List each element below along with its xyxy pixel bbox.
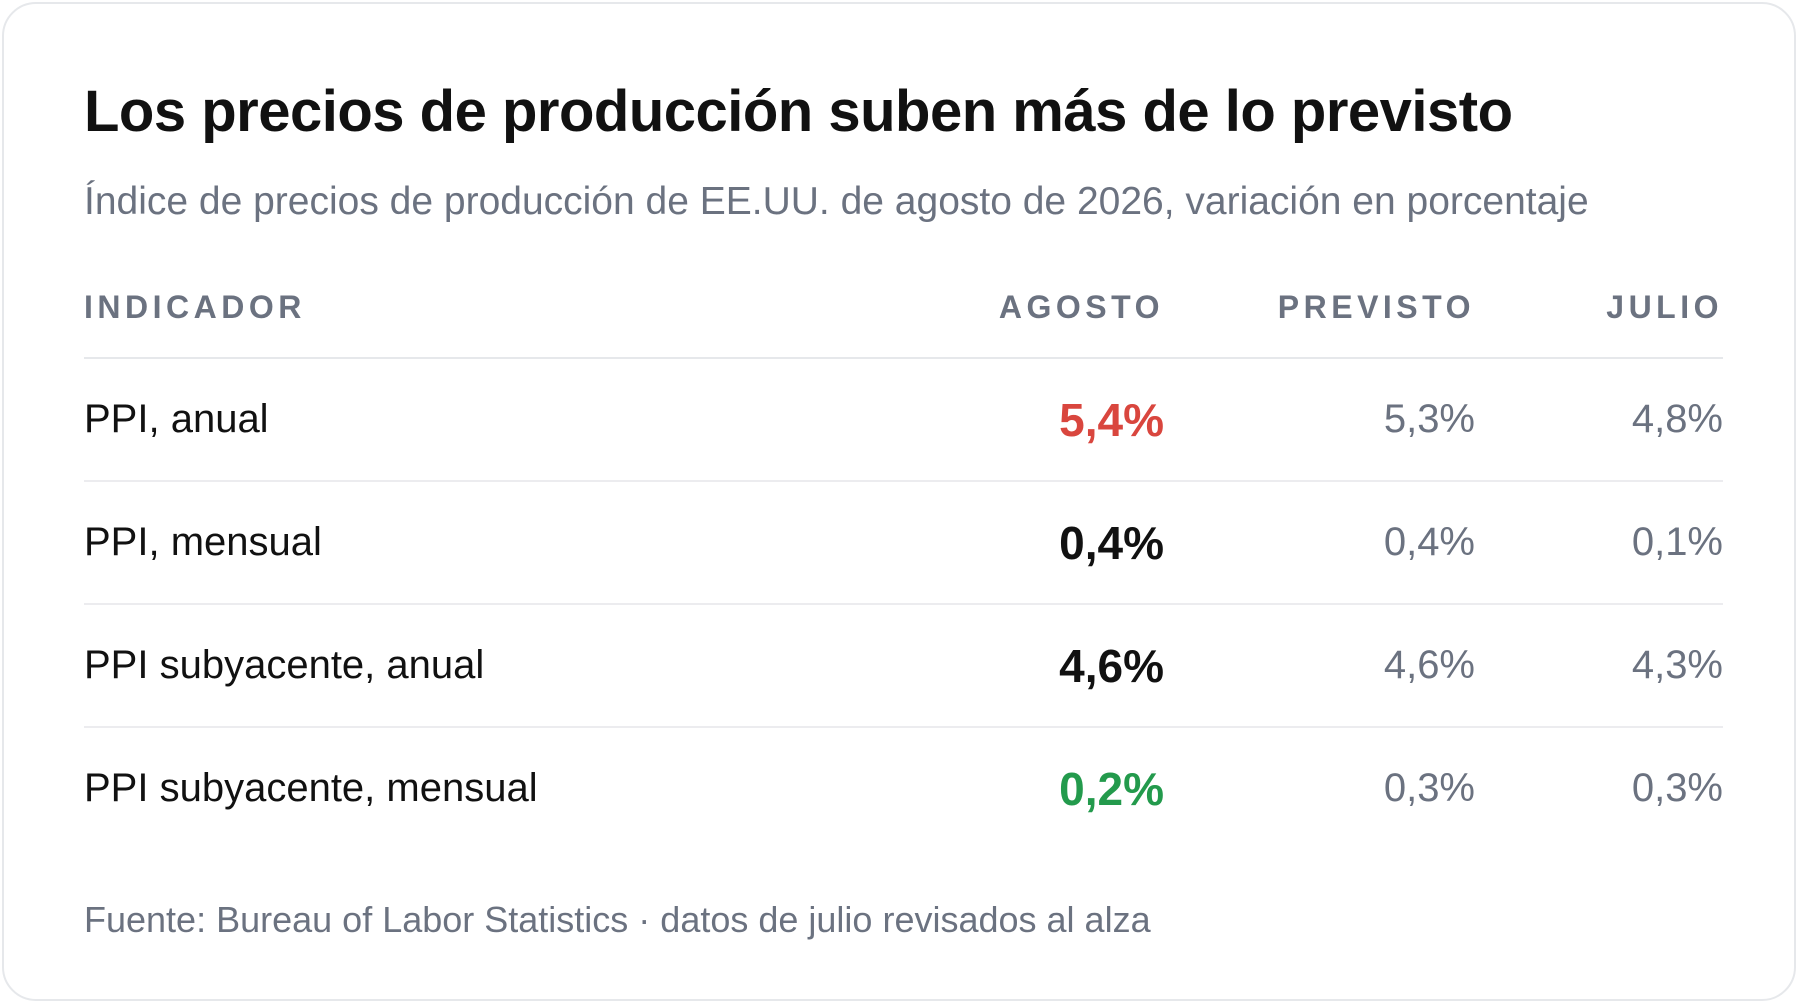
july-value: 0,1% [1475, 481, 1723, 605]
header-july: JULIO [1475, 257, 1723, 359]
ppi-table: INDICADOR AGOSTO PREVISTO JULIO PPI, anu… [84, 257, 1723, 849]
forecast-value: 5,3% [1164, 358, 1475, 482]
header-forecast: PREVISTO [1164, 257, 1475, 359]
table-row: PPI subyacente, anual 4,6% 4,6% 4,3% [84, 604, 1723, 728]
header-indicator: INDICADOR [84, 257, 844, 359]
chart-subtitle: Índice de precios de producción de EE.UU… [84, 180, 1589, 223]
july-value: 4,3% [1475, 604, 1723, 728]
header-august: AGOSTO [844, 257, 1164, 359]
indicator-cell: PPI subyacente, anual [84, 604, 844, 728]
july-value: 4,8% [1475, 358, 1723, 482]
indicator-cell: PPI, mensual [84, 481, 844, 605]
forecast-value: 0,4% [1164, 481, 1475, 605]
august-value: 4,6% [844, 604, 1164, 728]
indicator-cell: PPI subyacente, mensual [84, 766, 538, 810]
forecast-value: 4,6% [1164, 604, 1475, 728]
forecast-value: 0,3% [1383, 766, 1475, 810]
chart-title: Los precios de producción suben más de l… [84, 79, 1513, 144]
table-row: PPI, mensual 0,4% 0,4% 0,1% [84, 481, 1723, 605]
table-row: PPI, anual 5,4% 5,3% 4,8% [84, 358, 1723, 482]
july-value: 0,3% [1631, 766, 1723, 810]
table-header-row: INDICADOR AGOSTO PREVISTO JULIO [84, 257, 1723, 359]
august-value: 5,4% [844, 358, 1164, 482]
august-value: 0,2% [1059, 762, 1164, 815]
table-row: PPI subyacente, mensual 0,2% 0,3% 0,3% [84, 727, 1723, 849]
indicator-cell: PPI, anual [84, 358, 844, 482]
august-value: 0,4% [844, 481, 1164, 605]
source-note: Fuente: Bureau of Labor Statistics · dat… [84, 899, 1151, 940]
